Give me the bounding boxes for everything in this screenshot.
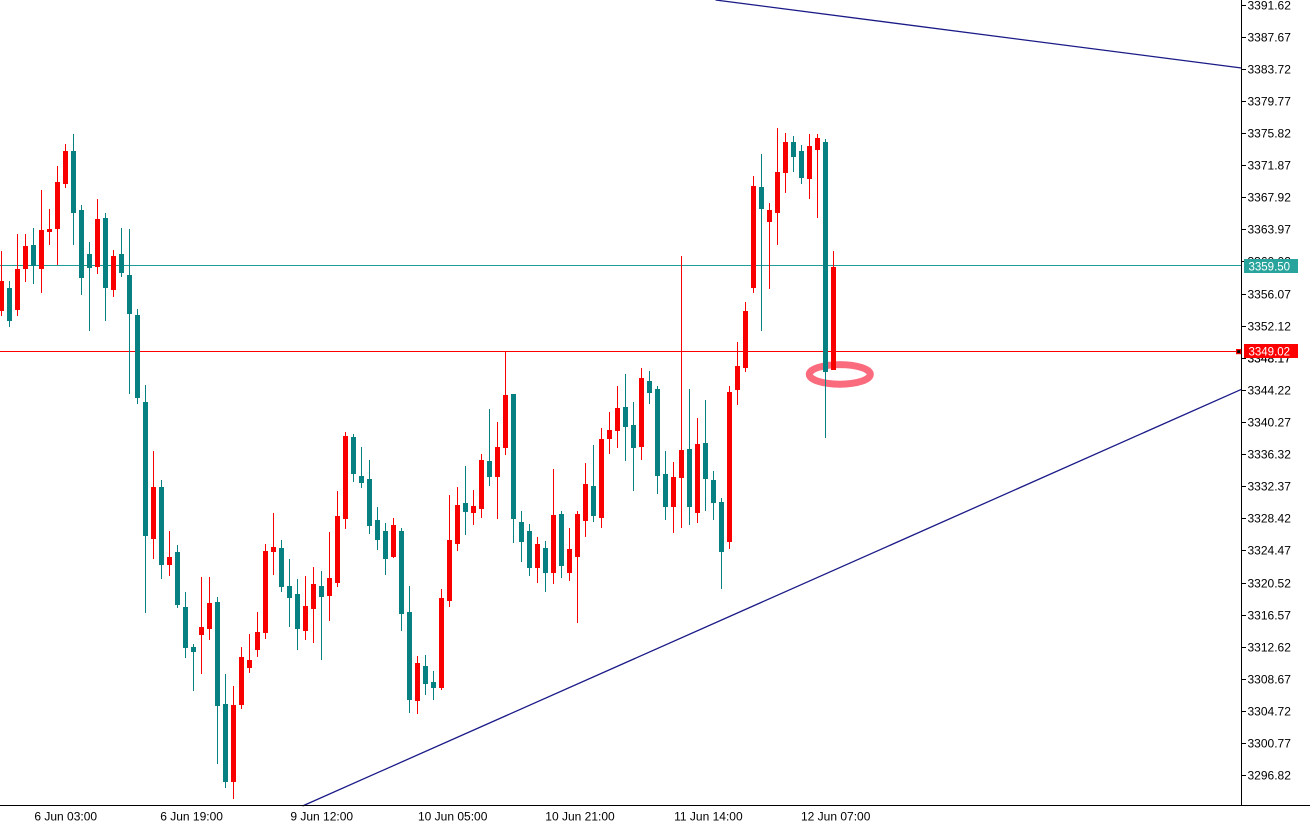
svg-text:3324.47: 3324.47 bbox=[1248, 544, 1292, 558]
svg-text:3367.92: 3367.92 bbox=[1248, 191, 1292, 205]
svg-text:3371.87: 3371.87 bbox=[1248, 159, 1292, 173]
svg-text:10 Jun 21:00: 10 Jun 21:00 bbox=[545, 810, 615, 824]
svg-text:3332.37: 3332.37 bbox=[1248, 480, 1292, 494]
svg-text:6 Jun 19:00: 6 Jun 19:00 bbox=[160, 810, 223, 824]
svg-text:3387.67: 3387.67 bbox=[1248, 31, 1292, 45]
svg-text:3304.72: 3304.72 bbox=[1248, 705, 1292, 719]
svg-text:3316.57: 3316.57 bbox=[1248, 609, 1292, 623]
svg-text:11 Jun 14:00: 11 Jun 14:00 bbox=[674, 810, 743, 824]
svg-text:3320.52: 3320.52 bbox=[1248, 577, 1292, 591]
svg-text:3296.82: 3296.82 bbox=[1248, 769, 1292, 783]
svg-text:3308.67: 3308.67 bbox=[1248, 673, 1292, 687]
svg-text:9 Jun 12:00: 9 Jun 12:00 bbox=[290, 810, 353, 824]
svg-text:6 Jun 03:00: 6 Jun 03:00 bbox=[34, 810, 97, 824]
svg-text:3391.62: 3391.62 bbox=[1248, 0, 1292, 13]
svg-text:3340.27: 3340.27 bbox=[1248, 416, 1292, 430]
svg-text:3344.22: 3344.22 bbox=[1248, 384, 1292, 398]
svg-text:3383.72: 3383.72 bbox=[1248, 63, 1292, 77]
svg-text:3379.77: 3379.77 bbox=[1248, 95, 1292, 109]
svg-text:3349.02: 3349.02 bbox=[1249, 347, 1291, 359]
svg-text:3375.82: 3375.82 bbox=[1248, 127, 1292, 141]
svg-text:3336.32: 3336.32 bbox=[1248, 448, 1292, 462]
svg-text:3352.12: 3352.12 bbox=[1248, 320, 1292, 334]
svg-text:3328.42: 3328.42 bbox=[1248, 512, 1292, 526]
svg-text:3312.62: 3312.62 bbox=[1248, 641, 1292, 655]
svg-text:3356.07: 3356.07 bbox=[1248, 288, 1292, 302]
svg-text:3363.97: 3363.97 bbox=[1248, 223, 1292, 237]
svg-text:3300.77: 3300.77 bbox=[1248, 737, 1292, 751]
svg-text:12 Jun 07:00: 12 Jun 07:00 bbox=[801, 810, 871, 824]
svg-text:10 Jun 05:00: 10 Jun 05:00 bbox=[418, 810, 488, 824]
svg-text:3359.50: 3359.50 bbox=[1249, 262, 1291, 274]
